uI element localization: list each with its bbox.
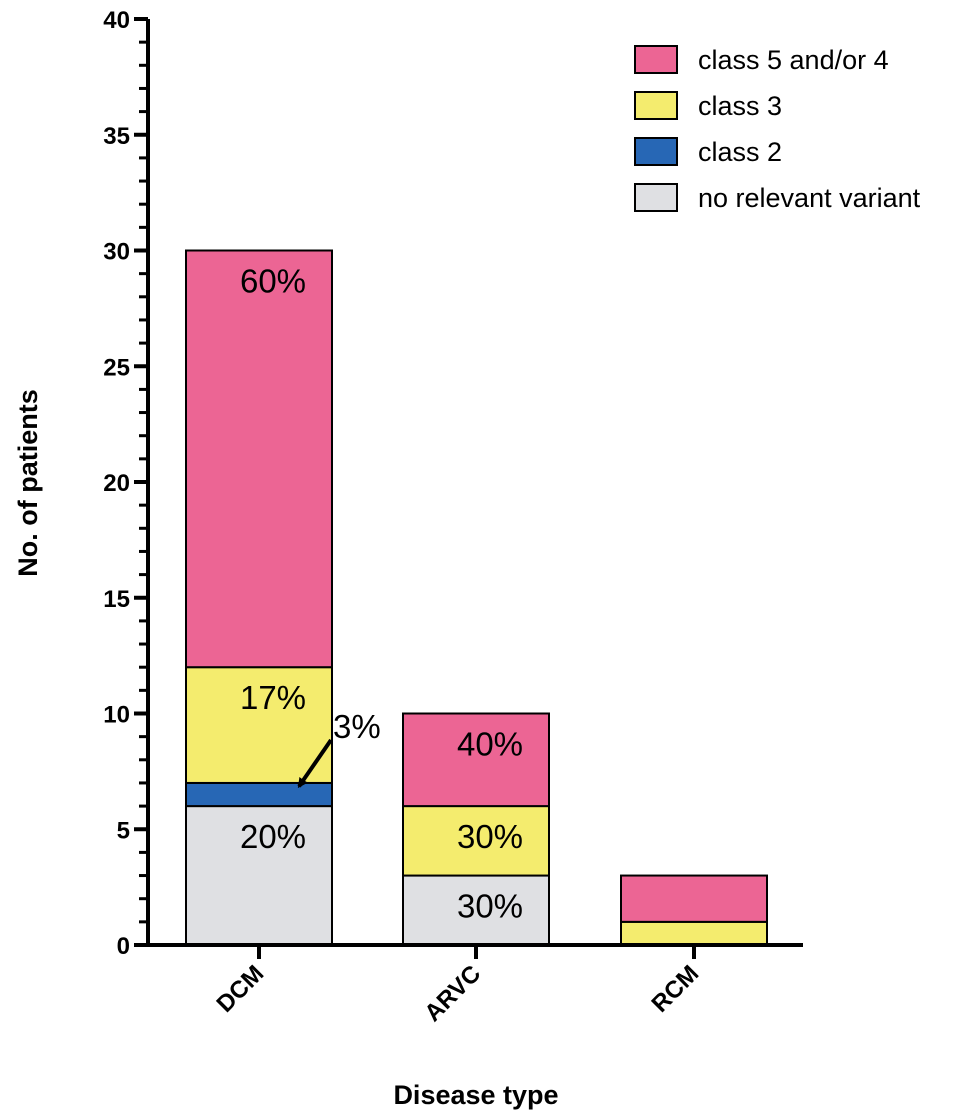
pct-label-dcm-class-5-and-or-4: 60% bbox=[240, 263, 306, 300]
legend-swatch bbox=[634, 183, 678, 212]
pct-label-arvc-class-5-and-or-4: 40% bbox=[457, 726, 523, 763]
y-axis-title: No. of patients bbox=[13, 389, 43, 577]
x-tick-label-rcm: RCM bbox=[647, 960, 705, 1018]
y-tick-label: 40 bbox=[103, 7, 130, 34]
legend-label: no relevant variant bbox=[698, 183, 921, 213]
x-tick-label-dcm: DCM bbox=[212, 960, 270, 1018]
bar-arvc-class-3 bbox=[402, 805, 550, 877]
bar-stack-arvc bbox=[402, 712, 550, 946]
bar-stack-rcm bbox=[620, 874, 768, 946]
y-tick-label: 20 bbox=[103, 470, 130, 497]
y-tick-label: 10 bbox=[103, 702, 130, 729]
pct-label-arvc-no-relevant-variant: 30% bbox=[457, 888, 523, 925]
arrow-annotation-dcm bbox=[297, 738, 333, 789]
pct-label-dcm-class-2: 3% bbox=[333, 708, 381, 745]
y-tick-label: 30 bbox=[103, 239, 130, 266]
bar-arvc-class-5-and-or-4 bbox=[402, 712, 550, 808]
bar-dcm-no-relevant-variant bbox=[185, 805, 333, 946]
y-tick-label: 35 bbox=[103, 123, 130, 150]
legend: class 5 and/or 4 class 3 class 2 no relevan… bbox=[634, 45, 921, 213]
legend-item-class-5-and-or-4: class 5 and/or 4 bbox=[634, 45, 889, 75]
y-tick-label: 25 bbox=[103, 354, 130, 381]
y-tick-label: 5 bbox=[117, 817, 130, 844]
legend-label: class 3 bbox=[698, 91, 782, 121]
x-axis-title: Disease type bbox=[393, 1080, 558, 1110]
bar-stack-dcm bbox=[185, 249, 333, 946]
bar-rcm-class-3 bbox=[620, 920, 768, 946]
legend-swatch bbox=[634, 45, 678, 74]
x-tick-label-arvc: ARVC bbox=[419, 960, 486, 1027]
legend-label: class 2 bbox=[698, 137, 782, 167]
legend-swatch bbox=[634, 137, 678, 166]
pct-label-dcm-class-3: 17% bbox=[240, 679, 306, 716]
bar-labels-layer: 60% 17% 3% 20% 40% 30% 30% bbox=[240, 263, 523, 925]
legend-item-class-2: class 2 bbox=[634, 137, 782, 167]
bar-dcm-class-2 bbox=[185, 781, 333, 808]
pct-label-arvc-class-3: 30% bbox=[457, 818, 523, 855]
bars-layer bbox=[185, 249, 768, 946]
y-tick-label: 0 bbox=[117, 933, 130, 960]
pct-label-dcm-no-relevant-variant: 20% bbox=[240, 818, 306, 855]
y-tick-label: 15 bbox=[103, 586, 130, 613]
bar-rcm-class-5-and-or-4 bbox=[620, 874, 768, 923]
legend-item-class-3: class 3 bbox=[634, 91, 782, 121]
legend-item-no-relevant-variant: no relevant variant bbox=[634, 183, 921, 213]
legend-label: class 5 and/or 4 bbox=[698, 45, 889, 75]
legend-swatch bbox=[634, 91, 678, 120]
bar-dcm-class-5-and-or-4 bbox=[185, 249, 333, 669]
